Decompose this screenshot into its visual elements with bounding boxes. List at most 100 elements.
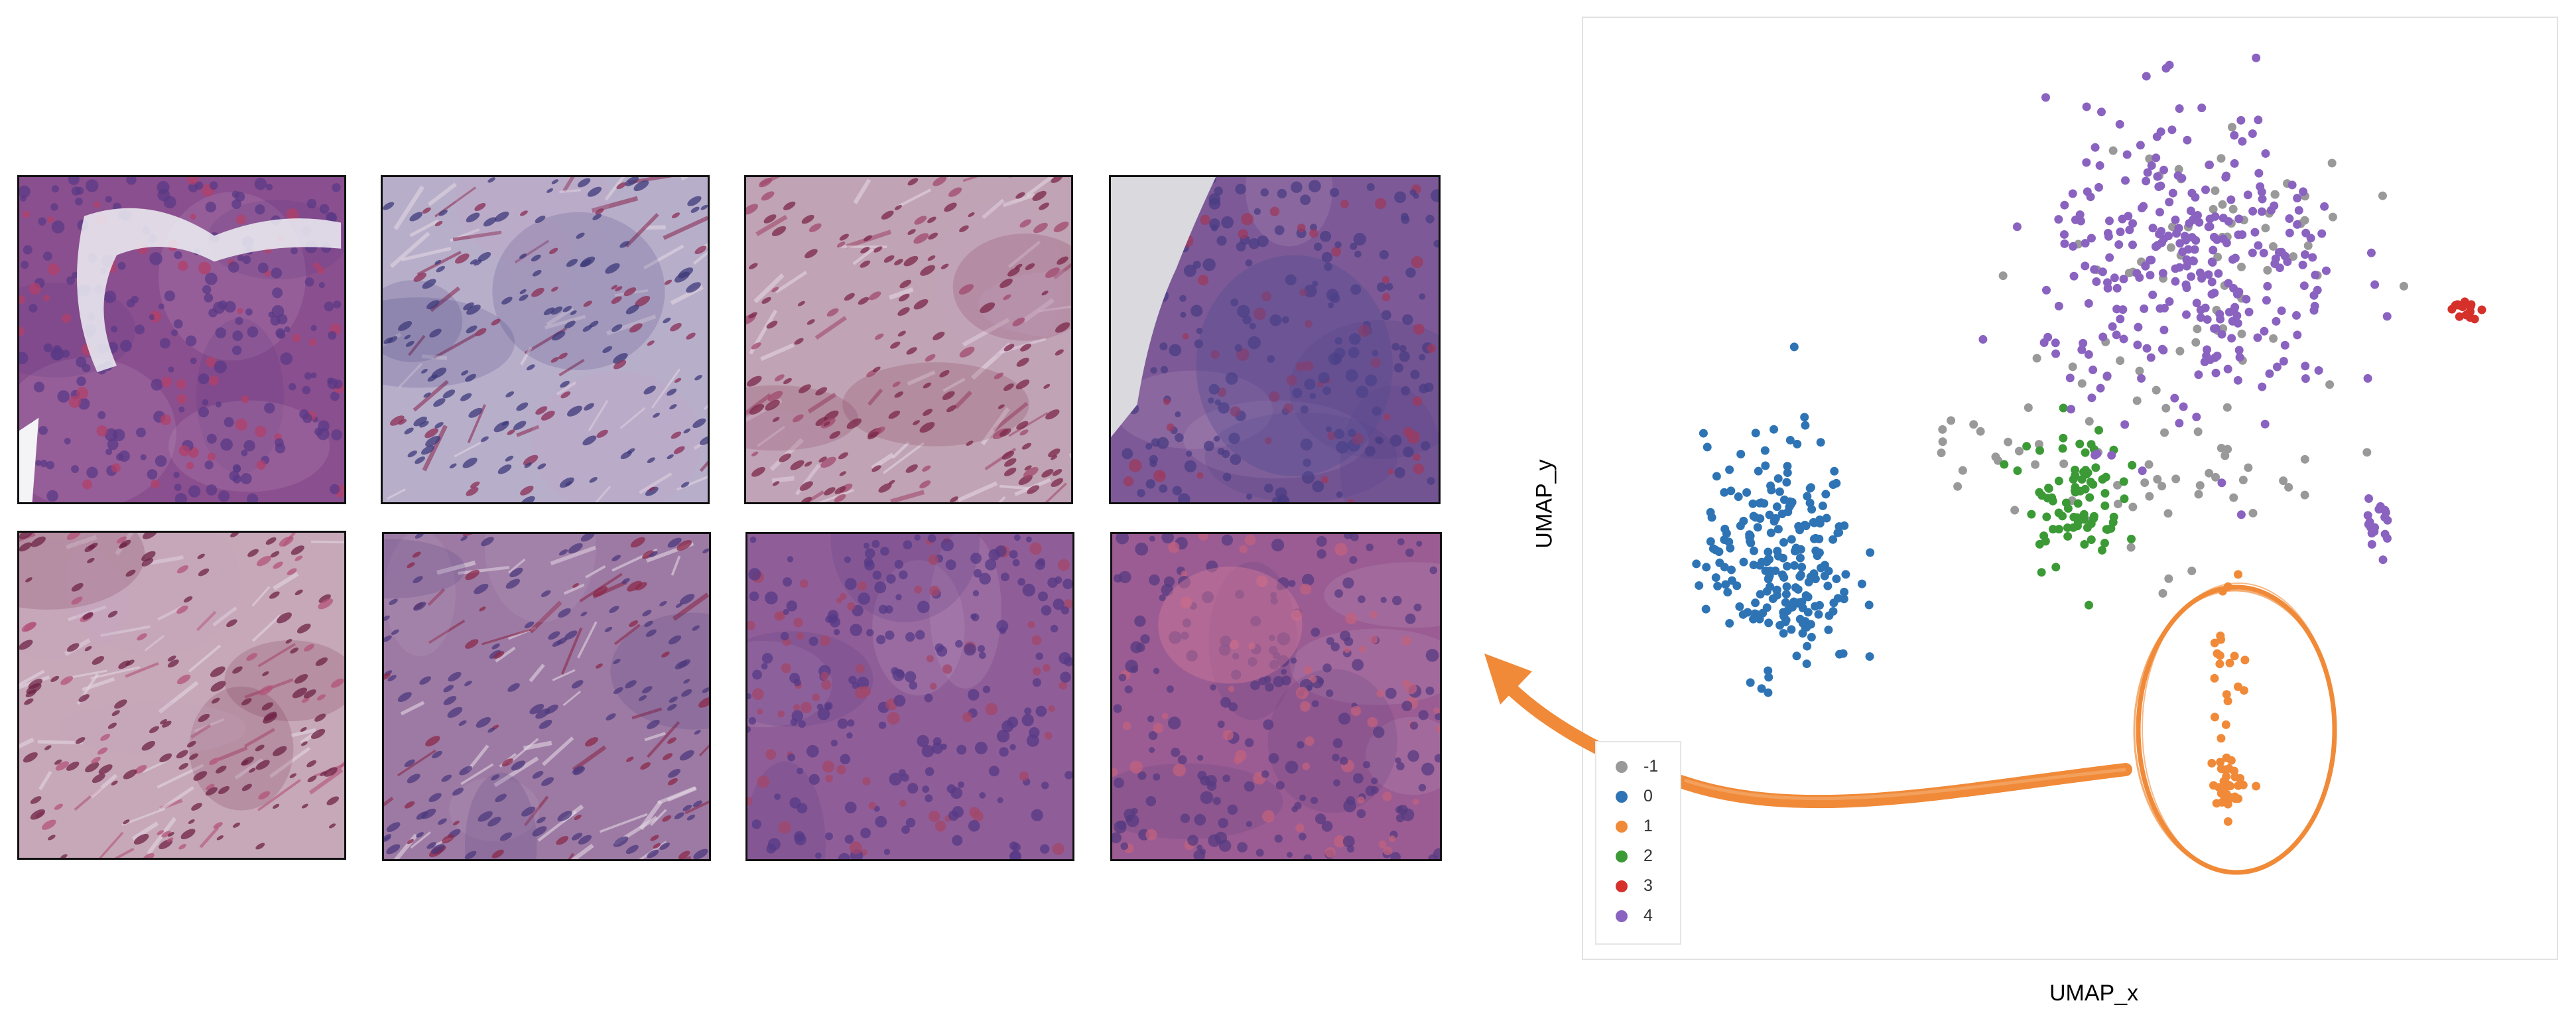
scatter-point [2254, 241, 2263, 250]
series-1 [2207, 570, 2261, 826]
scatter-point [2171, 277, 2180, 286]
scatter-point [1767, 486, 1776, 495]
scatter-point [1703, 443, 1712, 452]
scatter-point [2113, 480, 2122, 490]
scatter-point [2211, 324, 2221, 333]
scatter-point [1766, 582, 1775, 591]
scatter-point [2069, 241, 2078, 251]
scatter-point [2179, 402, 2188, 411]
scatter-point [2010, 506, 2020, 515]
scatter-point [2041, 93, 2050, 102]
scatter-point [2222, 789, 2231, 799]
legend-marker [1616, 910, 1628, 922]
scatter-point [1775, 487, 1784, 496]
scatter-point [2380, 529, 2390, 539]
scatter-point [2188, 216, 2197, 225]
scatter-point [1756, 590, 1765, 599]
scatter-point [2145, 154, 2154, 163]
scatter-point [2042, 512, 2051, 521]
scatter-point [2248, 248, 2257, 257]
scatter-point [2054, 525, 2063, 534]
scatter-point [1777, 510, 1787, 519]
scatter-point [2121, 176, 2130, 185]
scatter-point [2035, 446, 2044, 455]
legend-box [1595, 741, 1681, 945]
scatter-point [2039, 338, 2049, 347]
scatter-point [2300, 490, 2309, 500]
scatter-point [2073, 499, 2083, 508]
scatter-point [2087, 440, 2096, 449]
scatter-point [2248, 206, 2258, 216]
scatter-point [2242, 295, 2251, 304]
scatter-point [1779, 495, 1789, 504]
scatter-point [2098, 267, 2107, 277]
tissue-tile [17, 175, 346, 504]
scatter-point [2257, 187, 2266, 196]
scatter-point [2120, 494, 2129, 504]
scatter-point [2272, 362, 2282, 372]
scatter-point [2238, 137, 2247, 146]
scatter-point [2157, 344, 2167, 354]
scatter-point [1830, 466, 1839, 476]
scatter-point [2087, 393, 2096, 403]
scatter-point [1751, 429, 1760, 438]
legend-item: -1 [1616, 757, 1658, 776]
scatter-point [1807, 632, 1816, 642]
scatter-point [1779, 608, 1788, 617]
scatter-point [2223, 364, 2232, 374]
scatter-point [2222, 772, 2231, 781]
scatter-point [2299, 281, 2309, 291]
scatter-point [1782, 478, 1791, 487]
legend-marker [1616, 760, 1628, 773]
scatter-point [2181, 280, 2191, 289]
scatter-point [1795, 525, 1805, 535]
scatter-point [2068, 189, 2077, 198]
scatter-point [2201, 185, 2210, 194]
scatter-point [2203, 345, 2212, 354]
scatter-point [2293, 330, 2302, 340]
scatter-point [2159, 303, 2169, 312]
scatter-point [2254, 169, 2264, 178]
scatter-point [2215, 310, 2224, 319]
scatter-point [2263, 281, 2272, 291]
scatter-point [2262, 296, 2271, 305]
scatter-point [2366, 248, 2376, 257]
scatter-point [2059, 433, 2068, 443]
scatter-point [2091, 143, 2100, 152]
scatter-point [2208, 258, 2217, 267]
scatter-point [2235, 353, 2244, 362]
scatter-point [2077, 345, 2087, 354]
legend-marker [1616, 880, 1628, 892]
scatter-point [2113, 500, 2122, 509]
scatter-point [2194, 490, 2203, 499]
scatter-point [2081, 239, 2090, 248]
scatter-point [2051, 349, 2061, 358]
scatter-point [2211, 212, 2220, 221]
scatter-point [2119, 275, 2128, 284]
scatter-point [1701, 604, 1710, 614]
scatter-point [1792, 545, 1801, 555]
scatter-point [2182, 310, 2191, 319]
scatter-point [1801, 421, 1810, 430]
scatter-point [2146, 255, 2155, 265]
scatter-point [2477, 305, 2486, 314]
scatter-point [1773, 525, 1783, 534]
tissue-tile [1109, 175, 1441, 504]
scatter-point [2039, 531, 2049, 541]
scatter-point [2142, 72, 2151, 81]
scatter-point [1785, 435, 1795, 444]
scatter-point [2137, 204, 2146, 213]
scatter-point [2310, 301, 2319, 310]
scatter-point [2204, 270, 2213, 279]
scatter-point [1734, 492, 1743, 502]
scatter-point [2223, 697, 2232, 706]
scatter-point [2243, 190, 2252, 200]
scatter-point [2080, 540, 2089, 549]
scatter-point [1803, 608, 1813, 617]
scatter-point [2060, 200, 2069, 210]
scatter-point [1823, 581, 1833, 590]
scatter-point [1739, 557, 1748, 567]
series-4 [1978, 53, 2392, 565]
scatter-point [2234, 346, 2244, 355]
scatter-point [2183, 135, 2192, 145]
